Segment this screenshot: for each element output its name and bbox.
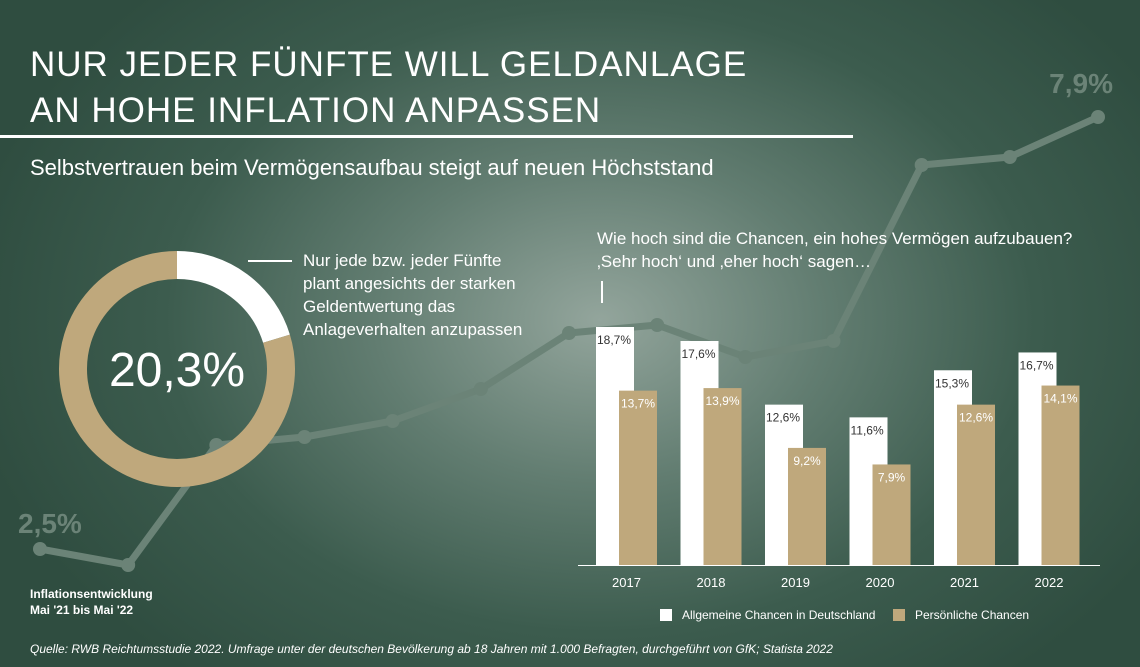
title-line-1: NUR JEDER FÜNFTE WILL GELDANLAGE bbox=[30, 45, 748, 84]
page-title: NUR JEDER FÜNFTE WILL GELDANLAGE AN HOHE… bbox=[30, 42, 747, 134]
inflation-point bbox=[826, 334, 841, 348]
legend-item-persoenlich: Persönliche Chancen bbox=[893, 608, 1029, 622]
bar-category-label: 2022 bbox=[1035, 575, 1064, 590]
donut-slice-highlight bbox=[176, 251, 290, 344]
inflation-point bbox=[121, 558, 136, 572]
title-line-2: AN HOHE INFLATION ANPASSEN bbox=[30, 91, 602, 130]
legend-label-allgemeine: Allgemeine Chancen in Deutschland bbox=[682, 608, 876, 622]
inflation-point bbox=[473, 382, 488, 396]
donut-value-label: 20,3% bbox=[109, 344, 245, 397]
inflation-point bbox=[385, 414, 400, 428]
inflation-point bbox=[562, 326, 576, 340]
donut-note-connector bbox=[248, 260, 292, 262]
inflation-point bbox=[297, 430, 312, 444]
legend-swatch-white bbox=[660, 609, 672, 621]
bar-persoenlich bbox=[703, 388, 742, 565]
bar-label-persoenlich: 12,6% bbox=[959, 411, 993, 425]
inflation-point bbox=[1002, 150, 1017, 164]
bar-label-allgemeine: 12,6% bbox=[766, 411, 800, 425]
inflation-point bbox=[914, 158, 929, 172]
bar-label-allgemeine: 11,6% bbox=[851, 423, 884, 437]
bar-category-label: 2020 bbox=[866, 575, 895, 590]
legend-swatch-gold bbox=[893, 609, 905, 621]
bar-category-label: 2018 bbox=[697, 575, 726, 590]
bar-label-allgemeine: 18,7% bbox=[597, 333, 631, 347]
bar-persoenlich bbox=[957, 404, 995, 565]
legend-label-persoenlich: Persönliche Chancen bbox=[915, 608, 1030, 622]
subtitle: Selbstvertrauen beim Vermögensaufbau ste… bbox=[30, 155, 714, 180]
bar-persoenlich bbox=[1041, 385, 1080, 565]
inflation-point bbox=[738, 350, 753, 364]
bar-category-label: 2019 bbox=[781, 575, 810, 590]
question-line-2: ‚Sehr hoch‘ und ‚eher hoch‘ sagen… bbox=[597, 252, 872, 271]
bar-category-label: 2021 bbox=[950, 575, 979, 590]
bar-label-allgemeine: 15,3% bbox=[935, 376, 969, 390]
bar-label-persoenlich: 9,2% bbox=[793, 454, 821, 468]
donut-note: Nur jede bzw. jeder Fünfte plant angesic… bbox=[303, 251, 523, 339]
inflation-caption-title: Inflationsentwicklung bbox=[30, 587, 153, 601]
bar-category-label: 2017 bbox=[612, 575, 641, 590]
question-line-1: Wie hoch sind die Chancen, ein hohes Ver… bbox=[597, 229, 1073, 248]
bar-label-persoenlich: 13,7% bbox=[621, 397, 655, 411]
inflation-point bbox=[1091, 110, 1105, 124]
inflation-last-label: 7,9% bbox=[1049, 68, 1113, 99]
bar-label-allgemeine: 16,7% bbox=[1020, 358, 1054, 372]
source-note: Quelle: RWB Reichtumsstudie 2022. Umfrag… bbox=[30, 642, 833, 656]
inflation-caption: Inflationsentwicklung Mai '21 bis Mai '2… bbox=[30, 586, 153, 618]
title-divider bbox=[0, 135, 853, 138]
bar-chart-question: Wie hoch sind die Chancen, ein hohes Ver… bbox=[597, 227, 1072, 273]
bar-label-persoenlich: 7,9% bbox=[878, 470, 906, 484]
bar-label-persoenlich: 14,1% bbox=[1043, 392, 1077, 406]
bar-persoenlich bbox=[619, 390, 657, 565]
inflation-first-label: 2,5% bbox=[18, 508, 82, 539]
inflation-caption-period: Mai '21 bis Mai '22 bbox=[30, 603, 134, 617]
inflation-point bbox=[650, 318, 665, 332]
bar-label-persoenlich: 13,9% bbox=[705, 394, 739, 408]
question-tick bbox=[601, 281, 603, 303]
legend-item-allgemeine: Allgemeine Chancen in Deutschland bbox=[660, 608, 875, 622]
bar-label-allgemeine: 17,6% bbox=[682, 347, 716, 361]
bar-persoenlich bbox=[872, 464, 911, 565]
inflation-point bbox=[33, 542, 47, 556]
donut-slice-rest bbox=[59, 251, 295, 487]
bar-persoenlich bbox=[788, 447, 826, 565]
